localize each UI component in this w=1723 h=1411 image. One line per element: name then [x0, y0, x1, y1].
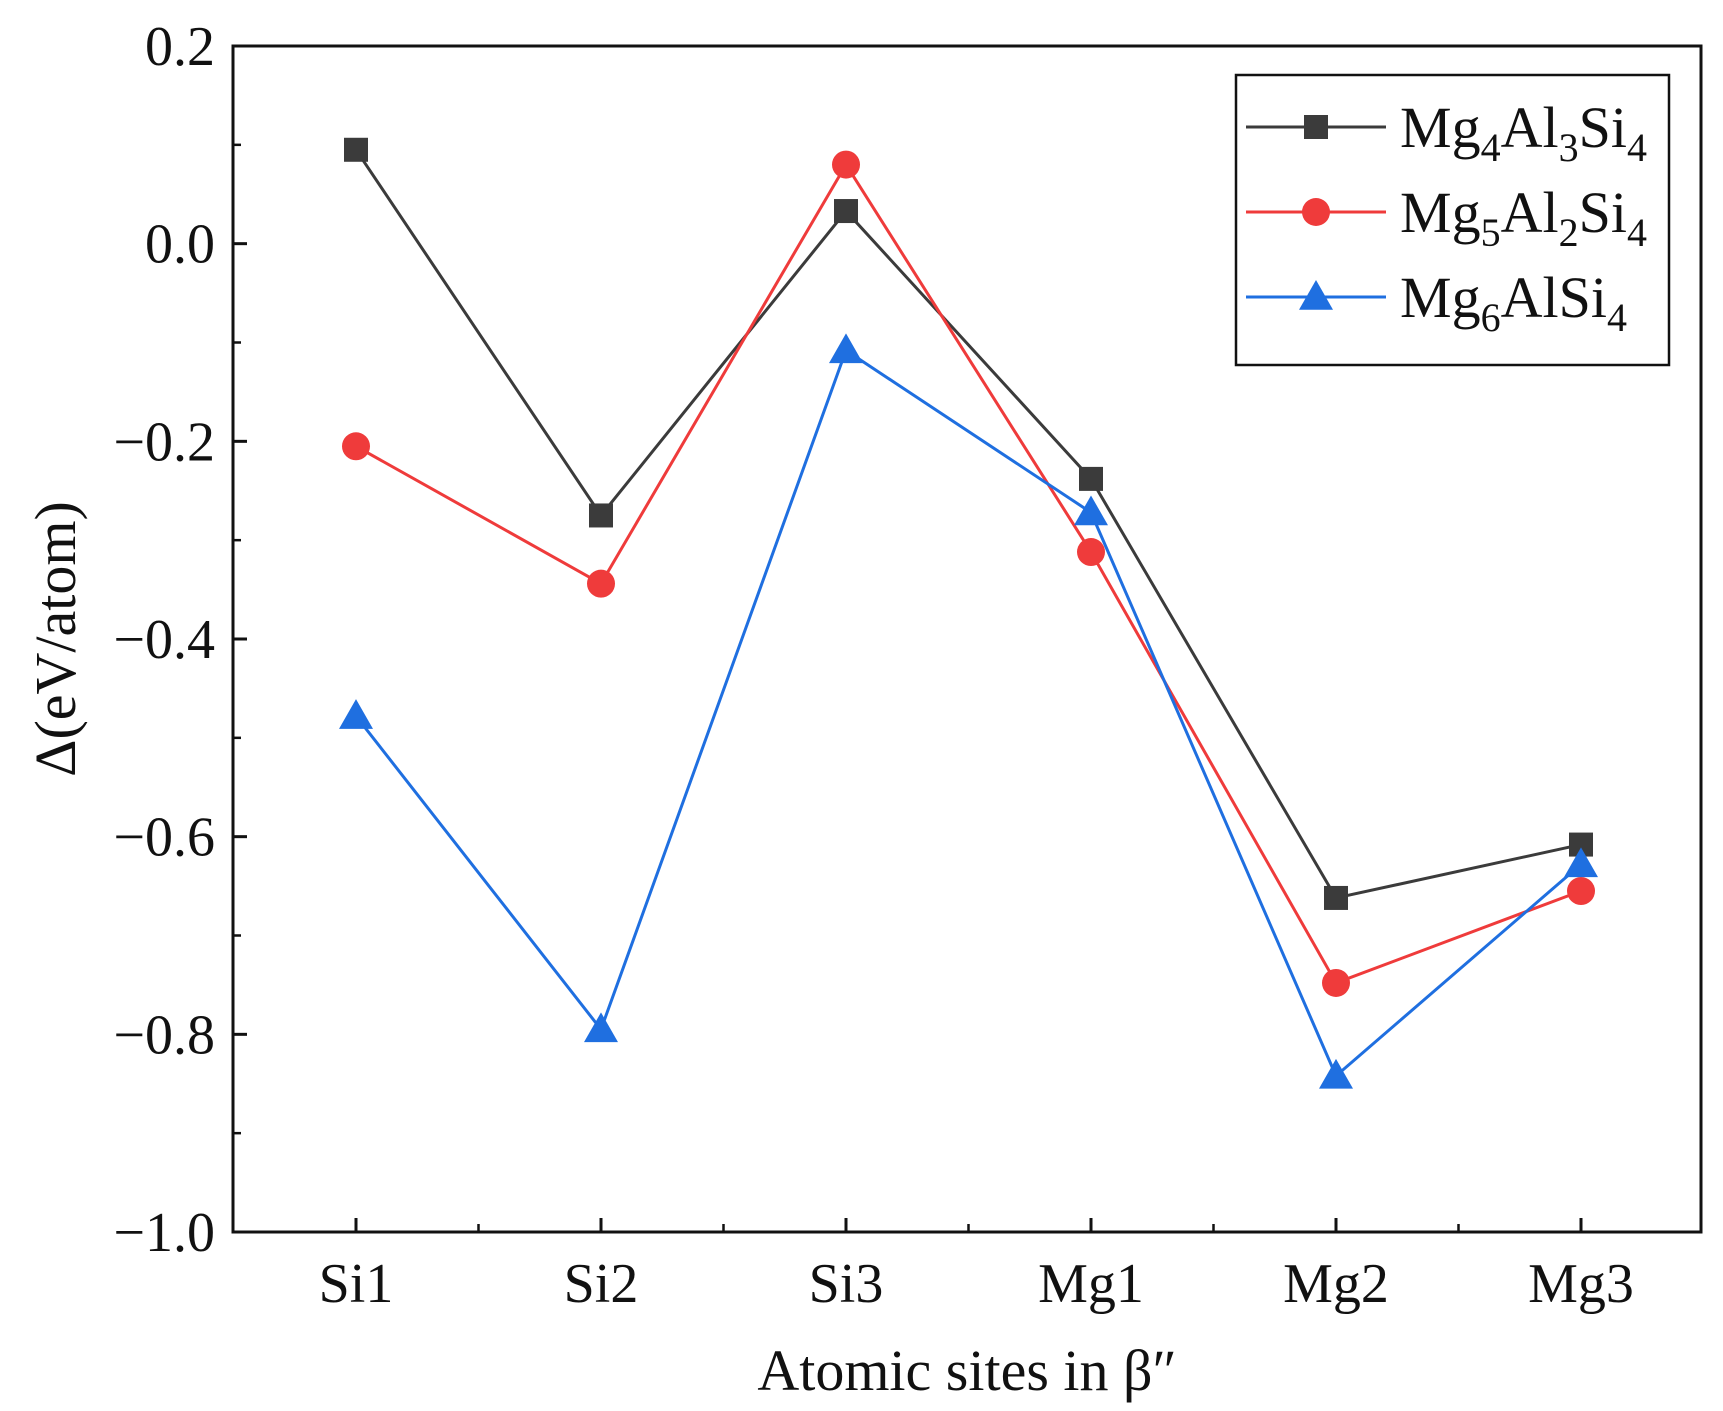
series-line — [354, 148, 1582, 900]
marker-circle-point — [342, 432, 370, 461]
x-tick-label: Si1 — [319, 1253, 394, 1315]
y-tick-label: −0.4 — [113, 609, 215, 671]
x-tick-label: Si3 — [809, 1253, 884, 1315]
marker-square-legend — [1304, 115, 1328, 139]
y-tick-label: 0.2 — [145, 16, 215, 78]
legend-items: Mg4Al3Si4 Mg5Al2Si4 Mg6AlSi4 — [1246, 95, 1647, 340]
x-tick-label: Mg1 — [1038, 1253, 1144, 1315]
marker-circle-point — [587, 569, 615, 598]
marker-square-point — [1079, 466, 1103, 491]
legend-entry: Mg5Al2Si4 — [1246, 180, 1647, 255]
x-tick-label: Mg3 — [1528, 1253, 1634, 1315]
marker-circle-point — [1077, 538, 1105, 567]
legend: Mg4Al3Si4 Mg5Al2Si4 Mg6AlSi4 — [1234, 73, 1671, 367]
marker-triangle-legend — [1299, 280, 1333, 310]
marker-circle-point — [1322, 968, 1350, 997]
marker-triangle-point — [829, 333, 863, 364]
y-tick-label: −0.2 — [113, 411, 215, 473]
y-tick-label: −1.0 — [113, 1202, 215, 1264]
marker-square-point — [344, 137, 368, 162]
legend-label: Mg5Al2Si4 — [1400, 180, 1647, 255]
series-line — [354, 348, 1582, 1078]
series-line — [355, 163, 1582, 985]
marker-circle-legend — [1302, 198, 1330, 226]
marker-square-point — [589, 503, 613, 528]
y-tick-label: −0.6 — [113, 807, 215, 869]
marker-circle-point — [832, 150, 860, 179]
y-tick-label: 0.0 — [145, 214, 215, 276]
marker-triangle-point — [1319, 1058, 1353, 1089]
marker-square-point — [1324, 885, 1348, 910]
legend-entry: Mg6AlSi4 — [1246, 265, 1627, 340]
marker-triangle-point — [1564, 847, 1598, 878]
legend-label: Mg6AlSi4 — [1400, 265, 1627, 340]
series-layer — [339, 137, 1598, 1089]
marker-square-point — [834, 199, 858, 224]
y-tick-label: −0.8 — [113, 1004, 215, 1066]
x-tick-label: Mg2 — [1283, 1253, 1389, 1315]
series-Mg5Al2Si4 — [342, 150, 1595, 997]
series-Mg6AlSi4 — [339, 333, 1598, 1089]
marker-circle-point — [1567, 877, 1595, 906]
marker-triangle-point — [339, 699, 373, 729]
marker-triangle-point — [584, 1012, 618, 1043]
marker-triangle-point — [1074, 495, 1108, 526]
x-axis-title: Atomic sites in β″ — [757, 1338, 1176, 1403]
legend-label: Mg4Al3Si4 — [1400, 95, 1647, 170]
legend-entry: Mg4Al3Si4 — [1246, 95, 1647, 170]
x-tick-label: Si2 — [564, 1253, 639, 1315]
axes: 0.2 0.0 −0.2 −0.4 −0.6 −0.8 −1.0 Si1 Si2 Si3 Mg1 Mg… — [113, 16, 1633, 1315]
series-Mg4Al3Si4 — [344, 137, 1593, 910]
y-axis-title: Δ(eV/atom) — [23, 501, 88, 777]
